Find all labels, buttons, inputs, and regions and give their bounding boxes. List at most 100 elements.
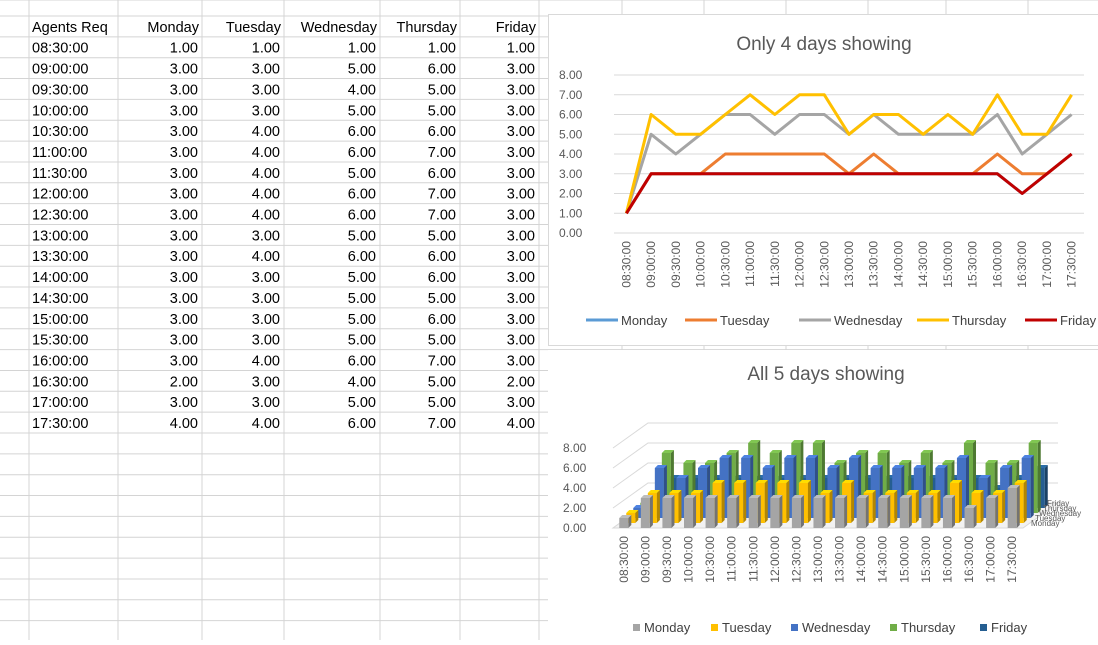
bar-monday[interactable]: [683, 495, 697, 528]
value-cell: 5.00: [428, 291, 456, 307]
y-tick-label: 2.00: [559, 187, 583, 201]
bar-monday[interactable]: [619, 515, 632, 528]
bar-top: [683, 460, 696, 463]
value-cell: 3.00: [507, 312, 535, 328]
bar-front: [683, 498, 694, 528]
value-cell: 2.00: [507, 374, 535, 390]
bar-monday[interactable]: [986, 495, 999, 528]
value-cell: 3.00: [507, 62, 535, 78]
x-tick-label: 13:30:00: [833, 536, 847, 583]
bar-monday[interactable]: [921, 495, 934, 528]
value-cell: 3.00: [252, 82, 280, 98]
bar-monday[interactable]: [856, 495, 869, 528]
time-cell: 09:00:00: [32, 62, 88, 78]
bar-top: [727, 495, 740, 498]
series-line-wednesday[interactable]: [624, 113, 1073, 214]
value-cell: 5.00: [348, 333, 376, 349]
bar-side: [966, 455, 970, 518]
bar-monday[interactable]: [640, 495, 653, 528]
value-cell: 3.00: [507, 145, 535, 161]
bar-side: [973, 505, 977, 528]
time-cell: 14:30:00: [32, 291, 88, 307]
bar-side: [743, 480, 747, 523]
bar-monday[interactable]: [835, 495, 848, 528]
bar-top: [827, 465, 840, 468]
bar-monday[interactable]: [727, 495, 740, 528]
bar-top: [734, 480, 747, 483]
bar-top: [892, 465, 905, 468]
value-cell: 6.00: [348, 249, 376, 265]
bar-top: [690, 490, 704, 493]
bar-top: [619, 515, 632, 518]
bar-top: [921, 495, 934, 498]
value-cell: 7.00: [428, 145, 456, 161]
bar-monday[interactable]: [899, 495, 912, 528]
bar-monday[interactable]: [964, 505, 977, 528]
series-line-friday[interactable]: [625, 152, 1073, 215]
line-chart[interactable]: Only 4 days showing 0.00 1.00 2.00 3.00 4.00 5…: [548, 14, 1098, 346]
time-cell: 10:30:00: [32, 124, 88, 140]
value-cell: 3.00: [170, 249, 198, 265]
bar-top: [640, 495, 653, 498]
value-cell: 6.00: [428, 312, 456, 328]
bar-monday[interactable]: [770, 495, 783, 528]
bar-monday[interactable]: [1007, 485, 1020, 528]
y-tick-label: 6.00: [559, 108, 583, 122]
bar-monday[interactable]: [813, 495, 826, 528]
value-cell: 5.00: [348, 395, 376, 411]
bar-monday[interactable]: [748, 495, 761, 528]
value-cell: 7.00: [428, 353, 456, 369]
y-tick-label: 8.00: [559, 68, 583, 82]
bar-top: [769, 450, 782, 453]
bar-top: [791, 440, 804, 443]
x-tick-label: 10:30:00: [703, 536, 717, 583]
bar-top: [928, 490, 941, 493]
bar-front: [878, 498, 888, 528]
bar-side: [807, 480, 811, 523]
bar-top: [942, 460, 955, 463]
time-cell: 15:30:00: [32, 333, 88, 349]
value-cell: 3.00: [170, 270, 198, 286]
value-cell: 3.00: [252, 62, 280, 78]
column-3d-chart[interactable]: All 5 days showing 0.00 2.00 4.00 6.00 8.00 Mo…: [548, 350, 1098, 640]
bar-top: [1028, 440, 1041, 443]
bar-monday[interactable]: [878, 495, 891, 528]
bar-top: [784, 455, 797, 458]
x-tick-label: 16:00:00: [940, 536, 954, 583]
bar-side: [693, 495, 697, 528]
depth-axis-label: Friday: [1047, 499, 1069, 508]
value-cell: 3.00: [507, 333, 535, 349]
bar-side: [1037, 440, 1041, 513]
bar-monday[interactable]: [942, 495, 956, 528]
bar-top: [906, 490, 919, 493]
y-tick-label: 5.00: [559, 127, 583, 141]
value-cell: 1.00: [252, 41, 280, 57]
bar-top: [920, 450, 933, 453]
series-line-tuesday[interactable]: [625, 152, 1073, 215]
time-cell: 12:30:00: [32, 208, 88, 224]
bar-front: [748, 498, 758, 528]
series-line-monday[interactable]: [625, 152, 1073, 215]
x-tick-label: 10:00:00: [682, 536, 696, 583]
value-cell: 3.00: [507, 187, 535, 203]
bar-monday[interactable]: [791, 495, 804, 528]
bar-side: [656, 490, 660, 523]
value-cell: 6.00: [428, 62, 456, 78]
bar-side: [764, 480, 768, 523]
bar-side: [779, 495, 783, 528]
depth-axis-label: Tuesday: [1035, 514, 1065, 523]
bar-monday[interactable]: [705, 495, 718, 528]
x-tick-label: 08:30:00: [619, 241, 633, 288]
bar-front: [813, 498, 823, 528]
value-cell: 6.00: [428, 249, 456, 265]
legend-label: Thursday: [901, 620, 956, 635]
series-line-thursday[interactable]: [624, 93, 1073, 214]
value-cell: 3.00: [170, 208, 198, 224]
value-cell: 5.00: [428, 333, 456, 349]
bar-top: [704, 460, 718, 463]
value-cell: 3.00: [507, 270, 535, 286]
bar-top: [705, 495, 718, 498]
value-cell: 1.00: [428, 41, 456, 57]
bar-top: [748, 495, 761, 498]
bar-monday[interactable]: [662, 495, 675, 528]
